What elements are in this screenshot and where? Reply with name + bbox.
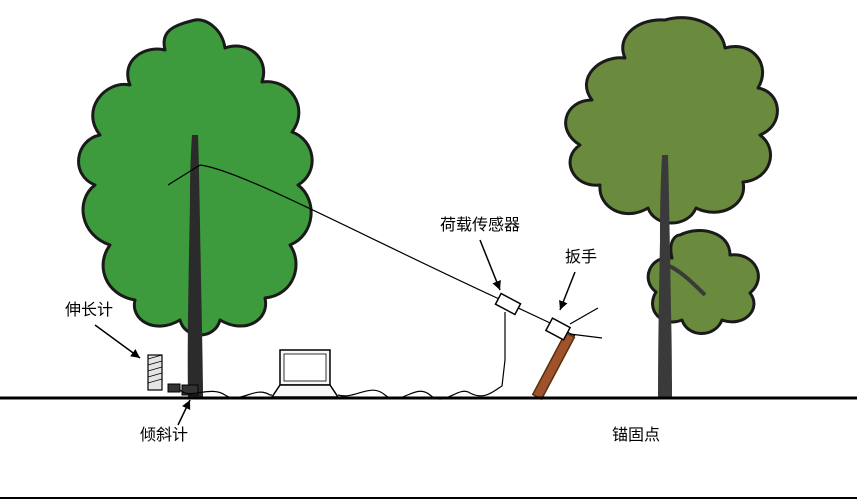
label-wrench: 扳手 [565,247,597,266]
tree-pull-test-diagram: 伸长计倾斜计 荷载传感器扳手锚固点 [0,0,857,500]
laptop-keyboard [272,385,338,397]
label-anchor-point: 锚固点 [612,426,660,444]
extensometer-base [168,384,180,392]
label-extensometer: 伸长计 [65,301,113,319]
extensometer-device [148,355,162,390]
label-load-sensor: 荷载传感器 [440,216,520,234]
label-inclinometer: 倾斜计 [140,426,188,444]
laptop-screen-inner [284,354,326,381]
